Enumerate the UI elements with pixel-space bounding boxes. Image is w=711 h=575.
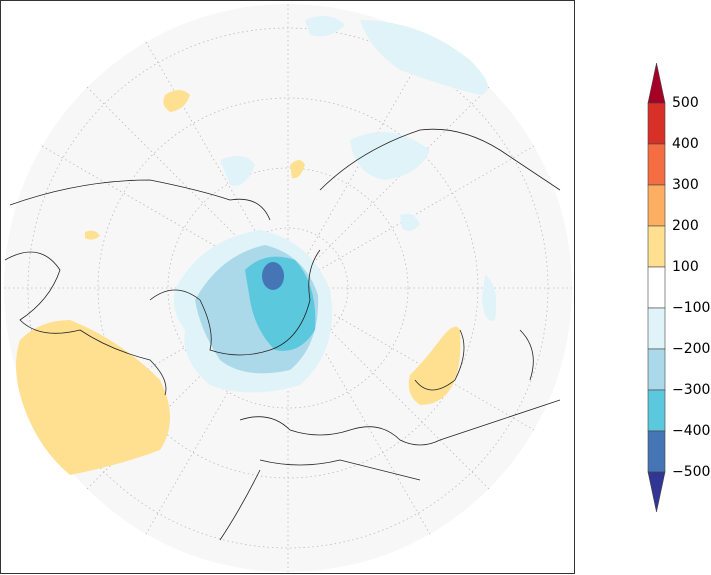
colorbar-label: 400 — [672, 136, 699, 152]
colorbar-band — [647, 225, 666, 268]
colorbar: 500 400 300 200 100 −100 −200 −300 −400 −500 — [647, 62, 710, 513]
colorbar-band — [647, 266, 666, 309]
colorbar-band — [647, 348, 666, 391]
colorbar-label: −300 — [672, 382, 710, 398]
map — [0, 0, 575, 574]
colorbar-label: −200 — [672, 341, 710, 357]
colorbar-label: 300 — [672, 177, 699, 193]
colorbar-top-arrow — [647, 62, 666, 104]
colorbar-bottom-arrow — [647, 471, 666, 513]
colorbar-label: −100 — [672, 300, 710, 316]
colorbar-label: −400 — [672, 423, 710, 439]
colorbar-label: 200 — [672, 218, 699, 234]
colorbar-band — [647, 102, 666, 145]
colorbar-label: 500 — [672, 95, 699, 111]
colorbar-band — [647, 307, 666, 350]
anomaly-shading — [16, 16, 497, 475]
colorbar-band — [647, 389, 666, 432]
colorbar-label: −500 — [672, 464, 710, 480]
colorbar-band — [647, 430, 666, 473]
colorbar-band — [647, 184, 666, 227]
coastlines — [4, 128, 561, 541]
colorbar-band — [647, 143, 666, 186]
colorbar-label: 100 — [672, 259, 699, 275]
